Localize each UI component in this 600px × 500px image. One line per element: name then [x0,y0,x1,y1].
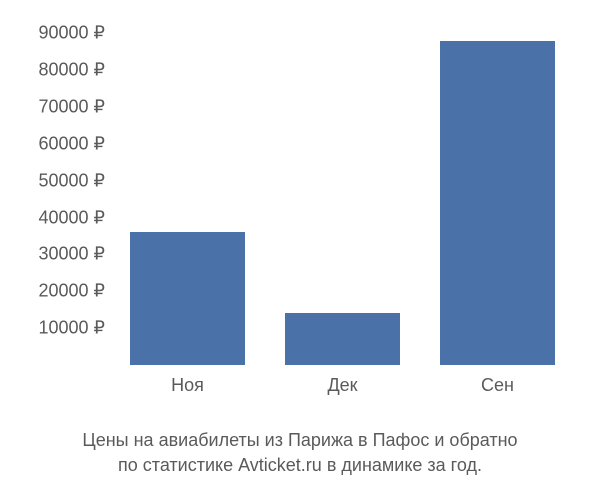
x-tick-label: Сен [481,375,514,396]
x-tick-label: Дек [327,375,357,396]
y-tick-label: 30000 ₽ [38,244,105,265]
y-tick-label: 50000 ₽ [38,170,105,191]
bar [285,313,400,365]
price-chart: 10000 ₽ 20000 ₽ 30000 ₽ 40000 ₽ 50000 ₽ 60000… [0,0,600,420]
caption-line-2: по статистике Avticket.ru в динамике за … [118,455,482,475]
y-tick-label: 90000 ₽ [38,23,105,44]
bar [130,232,245,365]
caption-line-1: Цены на авиабилеты из Парижа в Пафос и о… [82,430,517,450]
x-tick-label: Ноя [171,375,204,396]
y-tick-label: 60000 ₽ [38,133,105,154]
y-tick-label: 80000 ₽ [38,60,105,81]
bar [440,41,555,365]
chart-caption: Цены на авиабилеты из Парижа в Пафос и о… [0,428,600,478]
y-tick-label: 70000 ₽ [38,97,105,118]
y-tick-label: 20000 ₽ [38,281,105,302]
plot-area [110,15,580,365]
y-tick-label: 10000 ₽ [38,318,105,339]
y-tick-label: 40000 ₽ [38,207,105,228]
